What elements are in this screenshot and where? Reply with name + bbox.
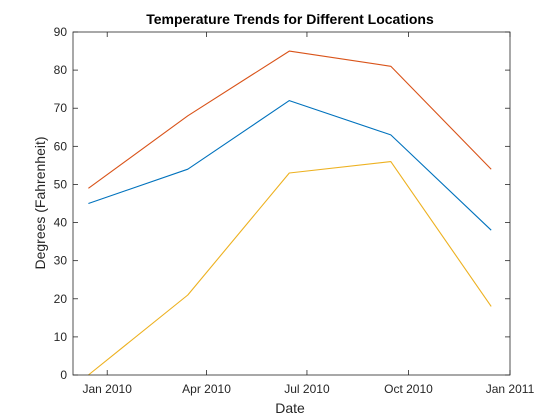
series-line-2 [88, 50, 492, 189]
y-tick-label: 40 [54, 216, 68, 230]
x-tick-label: Apr 2010 [182, 382, 231, 396]
y-tick-label: 50 [54, 177, 68, 191]
x-tick-label: Jan 2011 [486, 382, 535, 396]
y-tick-label: 60 [54, 139, 68, 153]
y-tick-label: 70 [54, 101, 68, 115]
x-axis-label: Date [275, 400, 305, 416]
y-tick-label: 90 [54, 25, 68, 39]
plot-area-box [72, 31, 511, 376]
series-line-3 [88, 161, 492, 376]
x-tick-label: Jul 2010 [284, 382, 330, 396]
x-tick-label: Jan 2010 [83, 382, 133, 396]
series-line-1 [88, 100, 492, 231]
y-tick-label: 20 [54, 292, 68, 306]
y-axis-label: Degrees (Fahrenheit) [32, 136, 48, 269]
x-tick-label: Oct 2010 [384, 382, 433, 396]
y-tick-label: 80 [54, 63, 68, 77]
y-tick-label: 30 [54, 254, 68, 268]
chart-title: Temperature Trends for Different Locatio… [146, 11, 434, 27]
y-tick-label: 0 [60, 368, 67, 382]
y-tick-label: 10 [54, 330, 68, 344]
